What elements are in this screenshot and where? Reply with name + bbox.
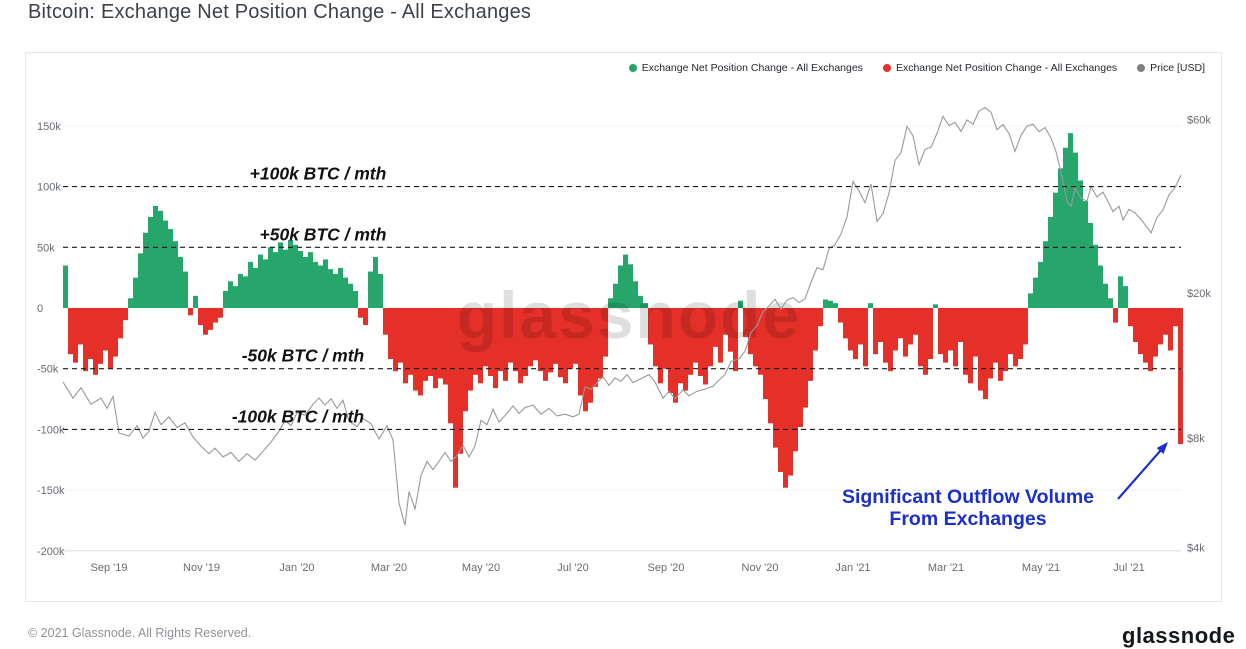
left-axis-tick: -200k	[37, 546, 65, 558]
netflow-bars	[63, 133, 1183, 488]
gray-dot-icon	[1137, 64, 1146, 72]
footer-copyright: © 2021 Glassnode. All Rights Reserved.	[28, 626, 252, 640]
green-dot-icon	[628, 64, 637, 72]
x-axis-tick: Jul '21	[1113, 562, 1144, 574]
x-axis-tick: Jul '20	[557, 562, 588, 574]
left-axis-tick: -150k	[37, 485, 65, 497]
outflow-note-line1: Significant Outflow Volume	[842, 486, 1094, 508]
left-axis-tick: 50k	[37, 242, 55, 254]
legend-item-price[interactable]: Price [USD]	[1137, 62, 1205, 74]
right-axis-tick: $4k	[1187, 543, 1205, 555]
red-dot-icon	[882, 64, 891, 72]
threshold-label: -50k BTC / mth	[242, 346, 365, 366]
chart-legend: Exchange Net Position Change - All Excha…	[628, 62, 1205, 74]
outflow-arrowhead-icon	[1156, 442, 1168, 454]
price-line	[62, 107, 1182, 526]
x-axis-tick: May '21	[1022, 562, 1060, 574]
x-axis-tick: Sep '20	[648, 562, 685, 574]
left-axis-tick: 0	[37, 303, 43, 315]
x-axis-tick: Mar '21	[928, 562, 964, 574]
page-title: Bitcoin: Exchange Net Position Change - …	[28, 1, 532, 23]
threshold-label: +100k BTC / mth	[250, 164, 387, 184]
right-axis-tick: $60k	[1187, 115, 1211, 127]
left-axis-tick: -100k	[37, 424, 65, 436]
legend-item-outflow[interactable]: Exchange Net Position Change - All Excha…	[882, 62, 1118, 74]
left-axis-tick: 100k	[37, 182, 61, 194]
outflow-arrow	[1117, 449, 1162, 500]
threshold-label: -100k BTC / mth	[232, 406, 364, 426]
threshold-label: +50k BTC / mth	[260, 224, 387, 244]
x-axis-tick: Nov '20	[742, 562, 779, 574]
outflow-note-line2: From Exchanges	[889, 508, 1046, 530]
legend-item-inflow[interactable]: Exchange Net Position Change - All Excha…	[628, 62, 863, 74]
legend-label: Exchange Net Position Change - All Excha…	[641, 62, 863, 74]
glassnode-watermark: glassnode	[457, 278, 801, 352]
chart-plot-area[interactable]: 150k 100k 50k 0 -50k -100k -150k -200k $60k $20k $…	[26, 53, 1221, 601]
chart-card: Exchange Net Position Change - All Excha…	[25, 52, 1222, 602]
right-axis-tick: $20k	[1187, 288, 1211, 300]
x-axis-tick: Jan '21	[835, 562, 870, 574]
right-axis-tick: $8k	[1187, 433, 1205, 445]
left-axis-tick: 150k	[37, 121, 61, 133]
x-axis-tick: May '20	[462, 562, 500, 574]
left-axis-tick: -50k	[37, 364, 59, 376]
x-axis-tick: Mar '20	[371, 562, 407, 574]
legend-label: Exchange Net Position Change - All Excha…	[895, 62, 1118, 74]
glassnode-logo: glassnode	[1122, 623, 1236, 648]
legend-label: Price [USD]	[1150, 62, 1205, 74]
x-axis-tick: Nov '19	[183, 562, 220, 574]
x-axis-tick: Sep '19	[91, 562, 128, 574]
x-axis-tick: Jan '20	[279, 562, 314, 574]
